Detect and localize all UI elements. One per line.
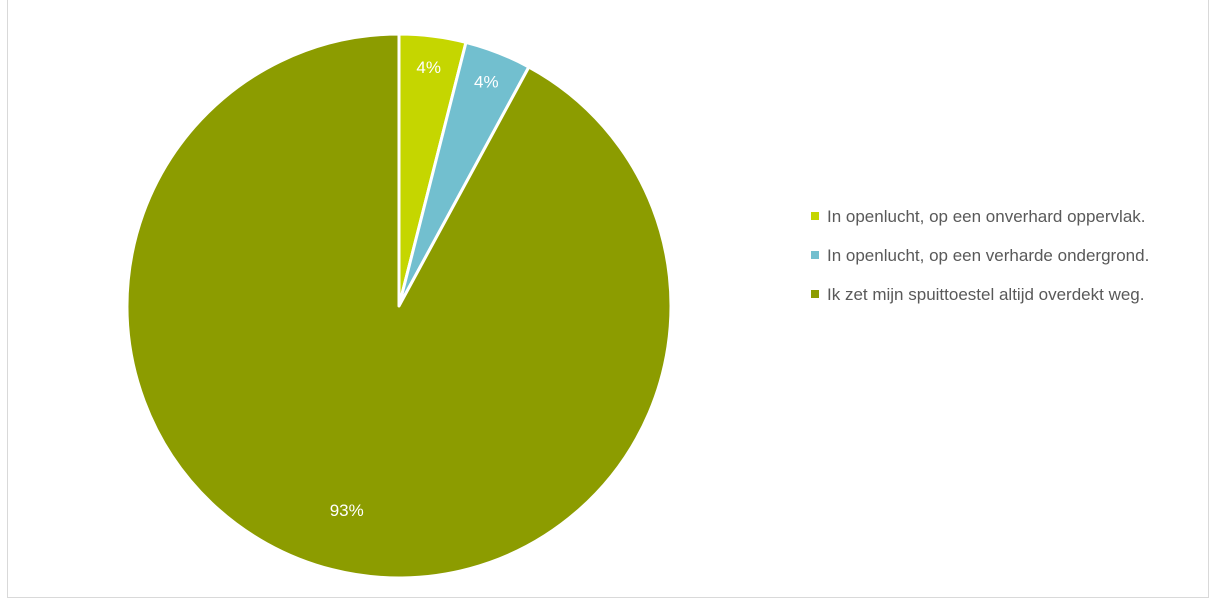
data-label-3: 93% (330, 501, 364, 520)
legend-label-2: In openlucht, op een verharde ondergrond… (827, 246, 1150, 265)
legend-item-2: In openlucht, op een verharde ondergrond… (811, 243, 1151, 268)
legend-label-1: In openlucht, op een onverhard oppervlak… (827, 207, 1146, 226)
legend-label-3: Ik zet mijn spuittoestel altijd overdekt… (827, 285, 1145, 304)
legend-item-3: Ik zet mijn spuittoestel altijd overdekt… (811, 282, 1151, 307)
pie-slice-3 (125, 32, 673, 580)
legend-swatch-1 (811, 212, 819, 220)
legend-swatch-3 (811, 290, 819, 298)
data-label-1: 4% (416, 58, 441, 77)
legend-item-1: In openlucht, op een onverhard oppervlak… (811, 204, 1151, 229)
chart-area: 4% 4% 93% In openlucht, op een onverhard o… (7, 0, 1209, 598)
pie-chart: 4% 4% 93% (125, 32, 673, 580)
legend: In openlucht, op een onverhard oppervlak… (811, 204, 1151, 321)
legend-swatch-2 (811, 251, 819, 259)
data-label-2: 4% (474, 73, 499, 92)
